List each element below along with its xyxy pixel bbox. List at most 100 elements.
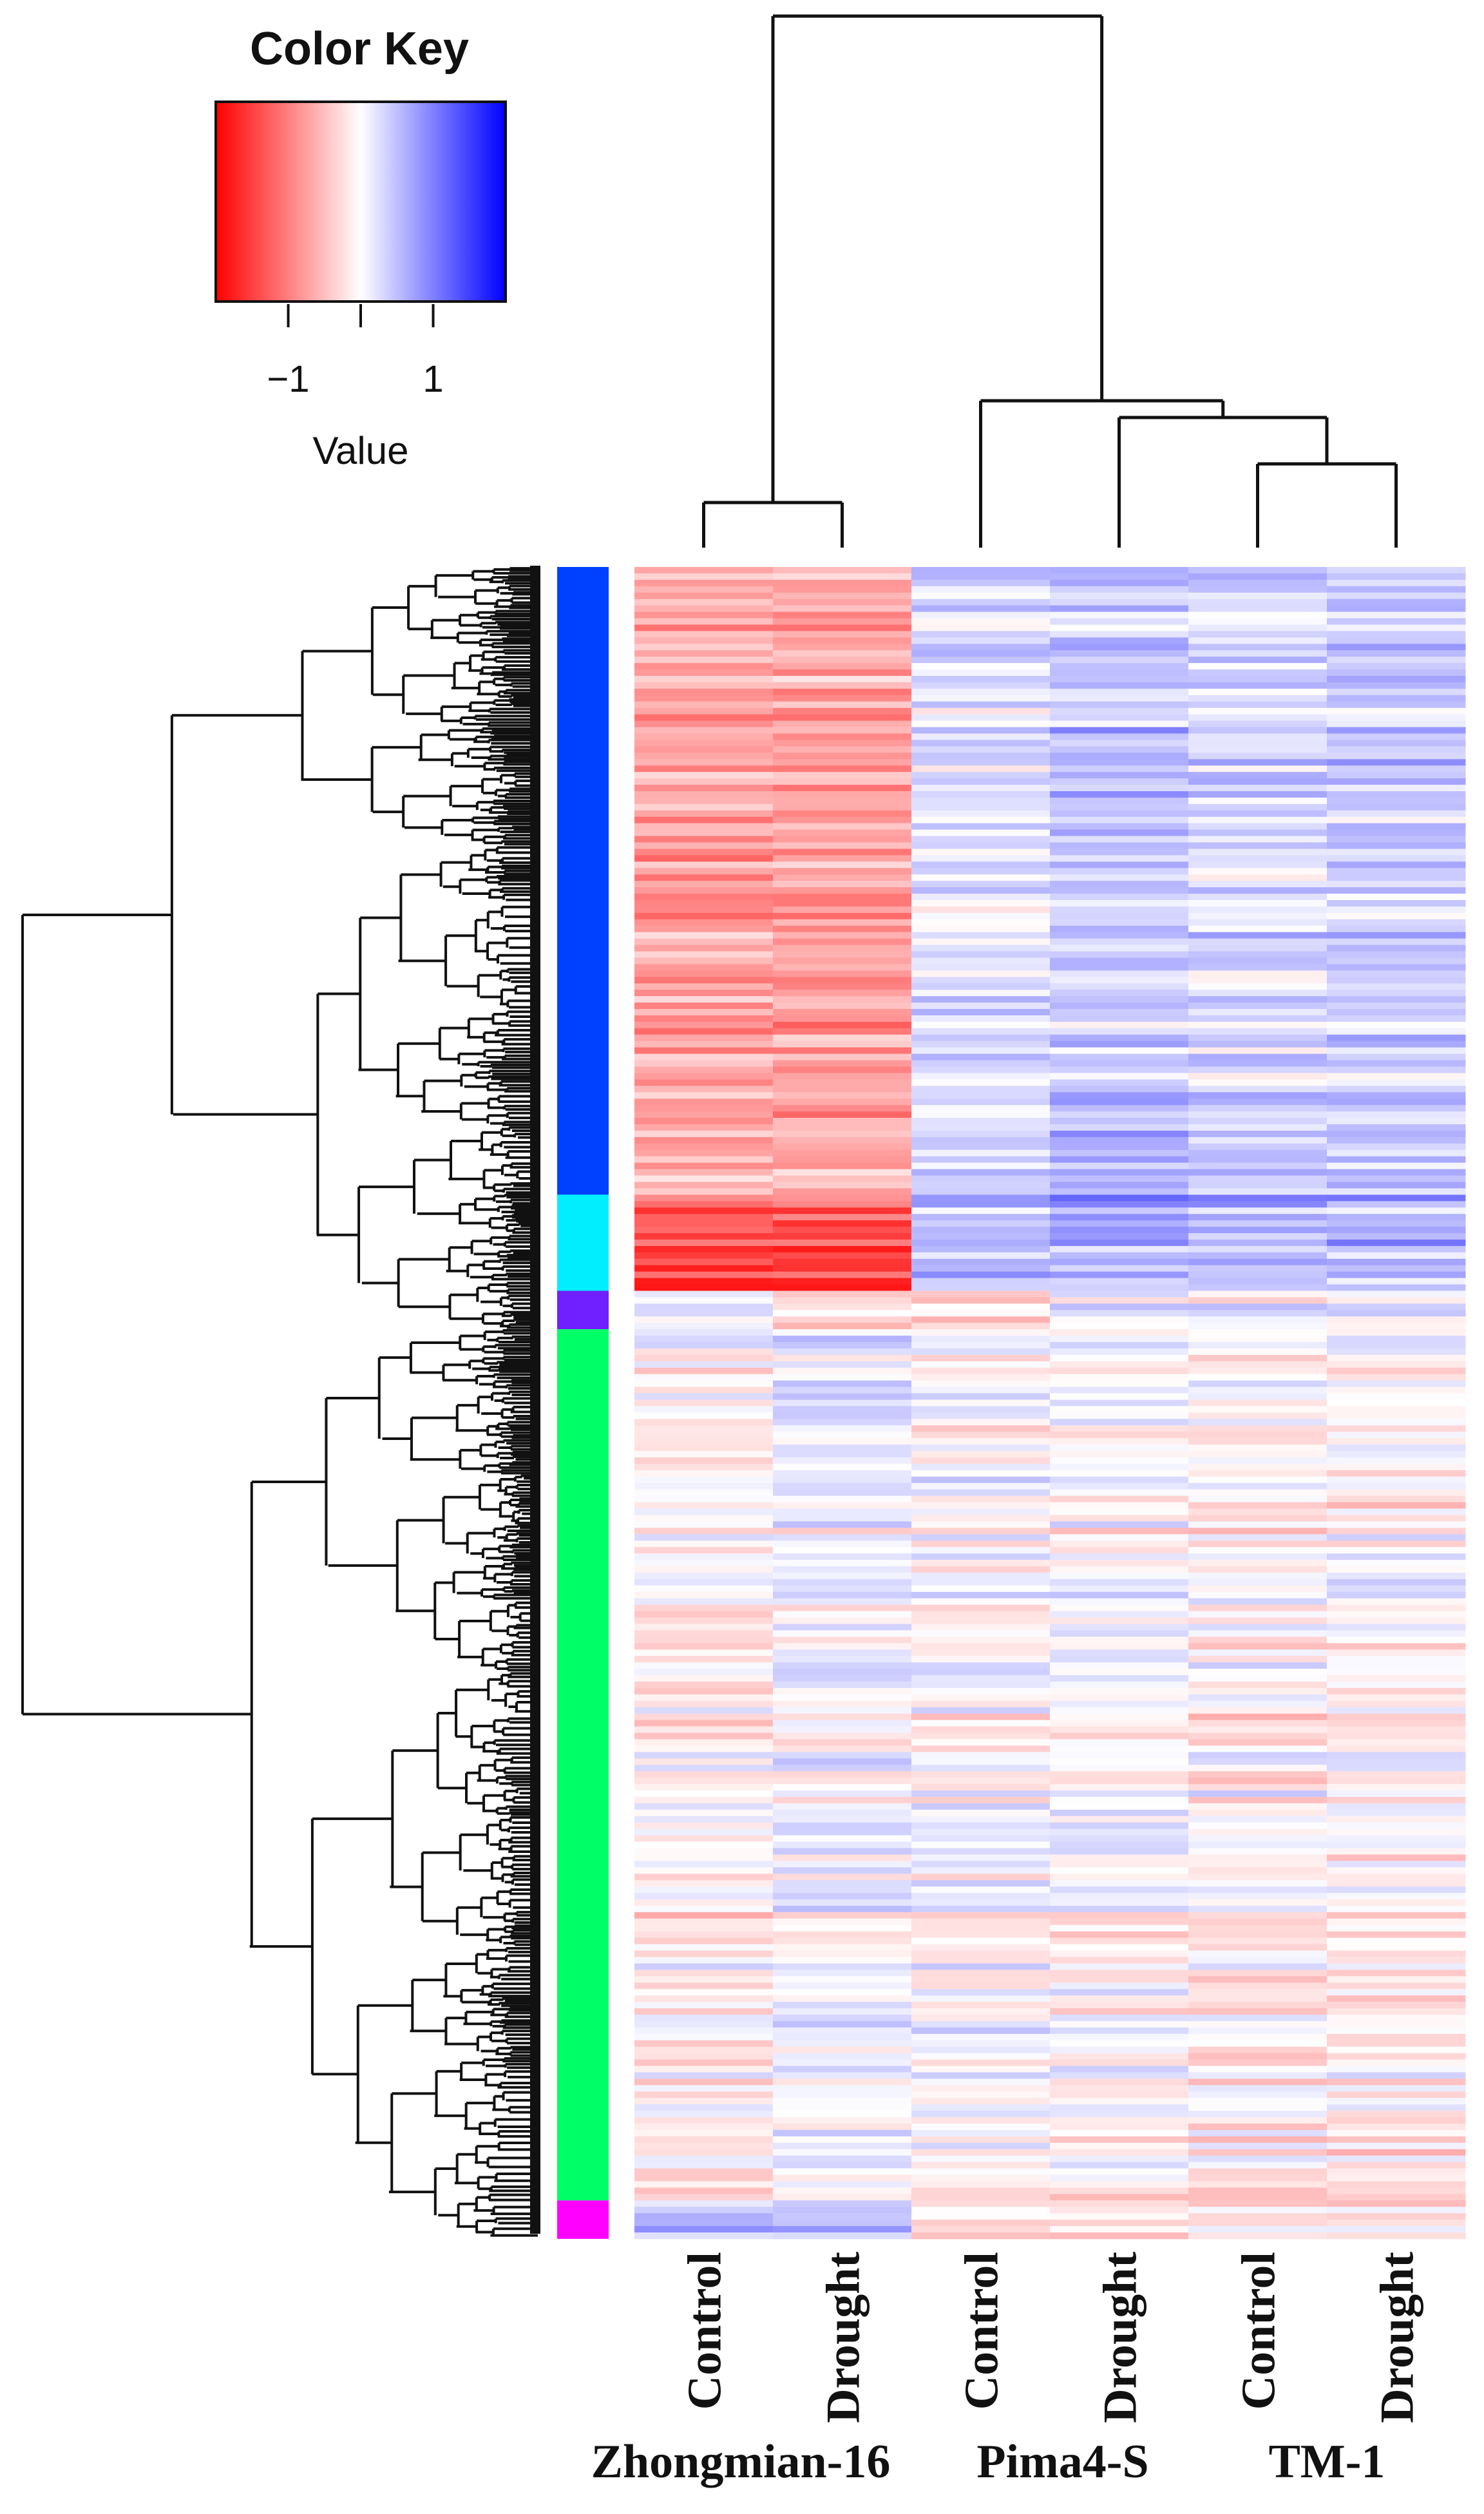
heatmap-cell xyxy=(773,1073,912,1080)
heatmap-cell xyxy=(1327,753,1466,760)
heatmap-cell xyxy=(634,1848,774,1855)
heatmap-cell xyxy=(634,1508,774,1515)
heatmap-cell xyxy=(911,2014,1051,2022)
heatmap-cell xyxy=(1327,1713,1466,1721)
heatmap-cell xyxy=(1327,1265,1466,1272)
heatmap-cell xyxy=(911,1675,1051,1682)
heatmap-cell xyxy=(1188,1489,1327,1497)
heatmap-cell xyxy=(1050,2155,1189,2163)
heatmap-cell xyxy=(1188,1367,1327,1375)
heatmap-cell xyxy=(1050,1278,1189,1285)
heatmap-cell xyxy=(1327,720,1466,728)
heatmap-cell xyxy=(1188,1297,1327,1304)
heatmap-cell xyxy=(773,810,912,818)
heatmap-cell xyxy=(773,1816,912,1823)
heatmap-cell xyxy=(1327,714,1466,722)
heatmap-cell xyxy=(1188,1745,1327,1752)
heatmap-cell xyxy=(634,1291,774,1298)
heatmap-cell xyxy=(1327,624,1466,631)
heatmap-cell xyxy=(773,624,912,631)
heatmap-cell xyxy=(1188,2136,1327,2144)
heatmap-cell xyxy=(1050,1245,1189,1253)
heatmap-cell xyxy=(773,970,912,977)
heatmap-cell xyxy=(1050,1963,1189,1970)
heatmap-cell xyxy=(634,2008,774,2015)
heatmap-cell xyxy=(1188,1265,1327,1272)
heatmap-cell xyxy=(773,881,912,888)
heatmap-cell xyxy=(1327,842,1466,849)
heatmap-cell xyxy=(773,1752,912,1759)
heatmap-cell xyxy=(1188,765,1327,772)
heatmap-cell xyxy=(634,1361,774,1368)
heatmap-cell xyxy=(1188,1867,1327,1874)
heatmap-cell xyxy=(1050,2002,1189,2009)
heatmap-cell xyxy=(1050,2020,1189,2028)
heatmap-cell xyxy=(634,816,774,824)
heatmap-cell xyxy=(634,701,774,709)
heatmap-cell xyxy=(1327,2194,1466,2201)
heatmap-cell xyxy=(773,1245,912,1253)
heatmap-cell xyxy=(773,1854,912,1861)
heatmap-cell xyxy=(634,753,774,760)
heatmap-cell xyxy=(1188,1149,1327,1157)
heatmap-cell xyxy=(773,2040,912,2048)
heatmap-cell xyxy=(1050,1828,1189,1836)
heatmap-cell xyxy=(1188,2046,1327,2054)
heatmap-cell xyxy=(773,1694,912,1702)
heatmap-cell xyxy=(911,1854,1051,1861)
heatmap-cell xyxy=(1327,1489,1466,1497)
heatmap-cell xyxy=(911,1649,1051,1656)
heatmap-cell xyxy=(1327,1380,1466,1388)
heatmap-cell xyxy=(1327,1886,1466,1894)
heatmap-cell xyxy=(1188,1021,1327,1029)
heatmap-cell xyxy=(773,1041,912,1048)
heatmap-cell xyxy=(911,2104,1051,2111)
heatmap-cell xyxy=(1327,1700,1466,1708)
heatmap-cell xyxy=(911,611,1051,619)
heatmap-cell xyxy=(1327,849,1466,856)
heatmap-cell xyxy=(1327,1758,1466,1765)
heatmap-cell xyxy=(773,2104,912,2111)
heatmap-cell xyxy=(634,1726,774,1733)
heatmap-cell xyxy=(773,1675,912,1682)
heatmap-cell xyxy=(1327,894,1466,901)
heatmap-cell xyxy=(1327,1336,1466,1343)
heatmap-cell xyxy=(1188,740,1327,747)
heatmap-cell xyxy=(634,1553,774,1560)
heatmap-cell xyxy=(1188,733,1327,740)
heatmap-cell xyxy=(634,2117,774,2124)
heatmap-cell xyxy=(1327,2129,1466,2137)
heatmap-cell xyxy=(911,1578,1051,1586)
heatmap-cell xyxy=(1188,2174,1327,2182)
heatmap-cell xyxy=(1327,1649,1466,1656)
heatmap-cell xyxy=(911,1419,1051,1426)
heatmap-cell xyxy=(1050,1207,1189,1214)
heatmap-cell xyxy=(773,1476,912,1484)
heatmap-cell xyxy=(1188,1195,1327,1202)
heatmap-cell xyxy=(911,970,1051,977)
heatmap-cell xyxy=(1050,1175,1189,1182)
heatmap-cell xyxy=(911,1726,1051,1733)
heatmap-cell xyxy=(911,2040,1051,2048)
heatmap-cell xyxy=(911,765,1051,772)
heatmap-cell xyxy=(1327,1374,1466,1381)
heatmap-cell xyxy=(1188,1796,1327,1804)
heatmap-cell xyxy=(1188,1521,1327,1528)
heatmap-cell xyxy=(634,1245,774,1253)
heatmap-cell xyxy=(773,983,912,990)
heatmap-cell xyxy=(1050,1694,1189,1702)
heatmap-cell xyxy=(1050,894,1189,901)
heatmap-cell xyxy=(1188,1278,1327,1285)
heatmap-cell xyxy=(773,1796,912,1804)
heatmap-cell xyxy=(911,1028,1051,1035)
heatmap-cell xyxy=(1188,951,1327,958)
heatmap-cell xyxy=(1327,2142,1466,2150)
heatmap-cell xyxy=(1188,1425,1327,1432)
heatmap-cell xyxy=(911,1470,1051,1477)
heatmap-cell xyxy=(1327,1816,1466,1823)
heatmap-cell xyxy=(634,1604,774,1612)
heatmap-cell xyxy=(773,586,912,593)
heatmap-cell xyxy=(911,977,1051,984)
heatmap-cell xyxy=(773,2053,912,2060)
heatmap-cell xyxy=(1050,1700,1189,1708)
